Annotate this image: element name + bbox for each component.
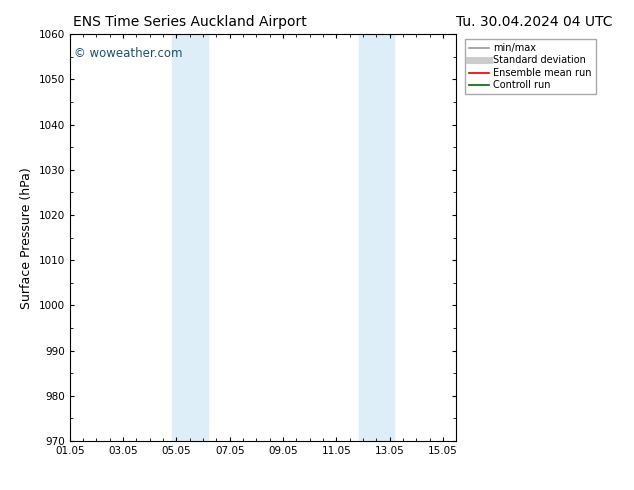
Text: Tu. 30.04.2024 04 UTC: Tu. 30.04.2024 04 UTC bbox=[456, 15, 613, 29]
Bar bbox=[359, 34, 394, 441]
Text: ENS Time Series Auckland Airport: ENS Time Series Auckland Airport bbox=[74, 15, 307, 29]
Y-axis label: Surface Pressure (hPa): Surface Pressure (hPa) bbox=[20, 167, 33, 309]
Bar bbox=[172, 34, 207, 441]
Legend: min/max, Standard deviation, Ensemble mean run, Controll run: min/max, Standard deviation, Ensemble me… bbox=[465, 39, 596, 94]
Text: © woweather.com: © woweather.com bbox=[74, 47, 182, 59]
